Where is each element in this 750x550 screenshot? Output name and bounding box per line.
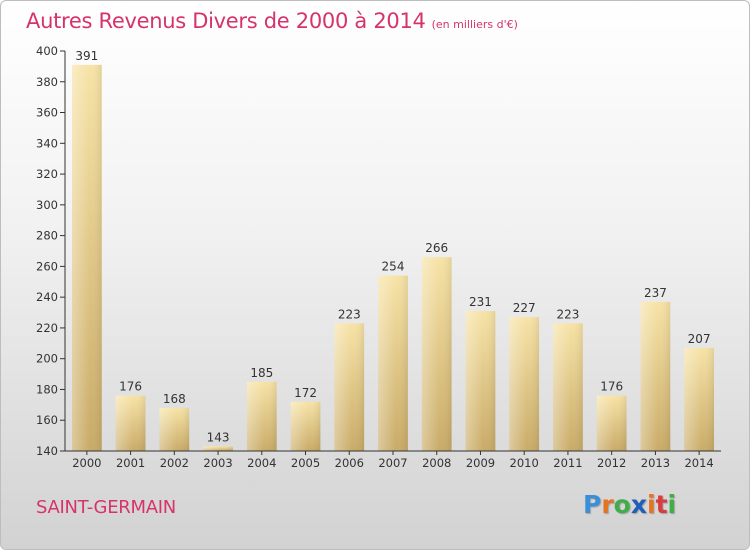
value-label-2011: 223 <box>556 307 579 321</box>
bar-shade-2010 <box>509 317 540 451</box>
value-label-2005: 172 <box>294 386 317 400</box>
x-tick-label-2002: 2002 <box>160 456 189 470</box>
x-tick-label-2006: 2006 <box>335 456 364 470</box>
x-tick-label-2013: 2013 <box>641 456 670 470</box>
axes-layer: 2000 2001 2002 2003 2004 2005 2006 2007 2008 2009… <box>36 44 721 470</box>
logo-letter: i <box>647 490 656 519</box>
y-tick-label-180: 180 <box>36 382 58 396</box>
y-tick-label-200: 200 <box>36 352 58 366</box>
x-tick-label-2005: 2005 <box>291 456 320 470</box>
value-label-2000: 391 <box>75 49 98 63</box>
y-tick-label-400: 400 <box>36 44 58 58</box>
bars-layer: 391 176 168 143 185 172 223 254 266 231 227 223 176 2… <box>71 49 715 451</box>
bar-shade-2009 <box>465 311 496 451</box>
logo-letter: x <box>630 490 647 519</box>
y-tick-label-280: 280 <box>36 229 58 243</box>
chart-subtitle: (en milliers d'€) <box>431 18 518 31</box>
value-label-2010: 227 <box>513 301 536 315</box>
bar-shade-2006 <box>334 323 365 451</box>
value-label-2004: 185 <box>250 366 273 380</box>
proxiti-logo: Proxiti <box>583 490 676 519</box>
bar-shade-2001 <box>115 395 146 451</box>
bar-shade-2014 <box>684 347 715 451</box>
bar-shade-2003 <box>203 446 233 451</box>
x-tick-label-2011: 2011 <box>553 456 582 470</box>
y-tick-label-160: 160 <box>36 413 58 427</box>
logo-letter: P <box>583 490 602 519</box>
value-label-2006: 223 <box>338 307 361 321</box>
bar-shade-2004 <box>246 381 277 451</box>
value-label-2008: 266 <box>425 241 448 255</box>
y-tick-label-240: 240 <box>36 290 58 304</box>
y-tick-label-220: 220 <box>36 321 58 335</box>
bar-shade-2005 <box>290 401 321 451</box>
bar-shade-2002 <box>159 407 190 451</box>
logo-letter: t <box>655 490 668 519</box>
x-tick-label-2004: 2004 <box>247 456 276 470</box>
y-tick-label-340: 340 <box>36 136 58 150</box>
logo-letter: i <box>667 490 677 519</box>
x-tick-label-2008: 2008 <box>422 456 451 470</box>
value-label-2001: 176 <box>119 380 142 394</box>
x-tick-label-2000: 2000 <box>72 456 101 470</box>
value-label-2003: 143 <box>207 430 230 444</box>
y-tick-label-320: 320 <box>36 167 58 181</box>
commune-name: SAINT-GERMAIN <box>36 497 176 518</box>
value-label-2014: 207 <box>688 332 711 346</box>
logo-letter: r <box>601 490 614 519</box>
bar-shade-2011 <box>553 323 583 451</box>
value-label-2007: 254 <box>382 260 405 274</box>
bar-shade-2013 <box>640 301 671 451</box>
x-tick-label-2003: 2003 <box>203 456 232 470</box>
x-tick-label-2001: 2001 <box>116 456 145 470</box>
value-label-2013: 237 <box>644 286 667 300</box>
chart-title: Autres Revenus Divers de 2000 à 2014 (en … <box>26 9 518 33</box>
x-tick-label-2014: 2014 <box>684 456 713 470</box>
logo-letter: o <box>613 490 631 519</box>
y-tick-label-360: 360 <box>36 106 58 120</box>
x-tick-label-2009: 2009 <box>466 456 495 470</box>
x-tick-label-2012: 2012 <box>597 456 626 470</box>
y-tick-label-260: 260 <box>36 259 58 273</box>
bar-shade-2000 <box>71 64 102 451</box>
y-tick-label-140: 140 <box>36 444 58 458</box>
value-label-2009: 231 <box>469 295 492 309</box>
y-tick-label-300: 300 <box>36 198 58 212</box>
y-tick-label-380: 380 <box>36 75 58 89</box>
x-tick-label-2007: 2007 <box>378 456 407 470</box>
x-tick-label-2010: 2010 <box>510 456 539 470</box>
bar-shade-2007 <box>378 275 408 451</box>
bar-shade-2008 <box>421 257 452 451</box>
value-label-2002: 168 <box>163 392 186 406</box>
bar-shade-2012 <box>596 395 627 451</box>
value-label-2012: 176 <box>600 380 623 394</box>
chart-title-text: Autres Revenus Divers de 2000 à 2014 <box>26 9 426 33</box>
